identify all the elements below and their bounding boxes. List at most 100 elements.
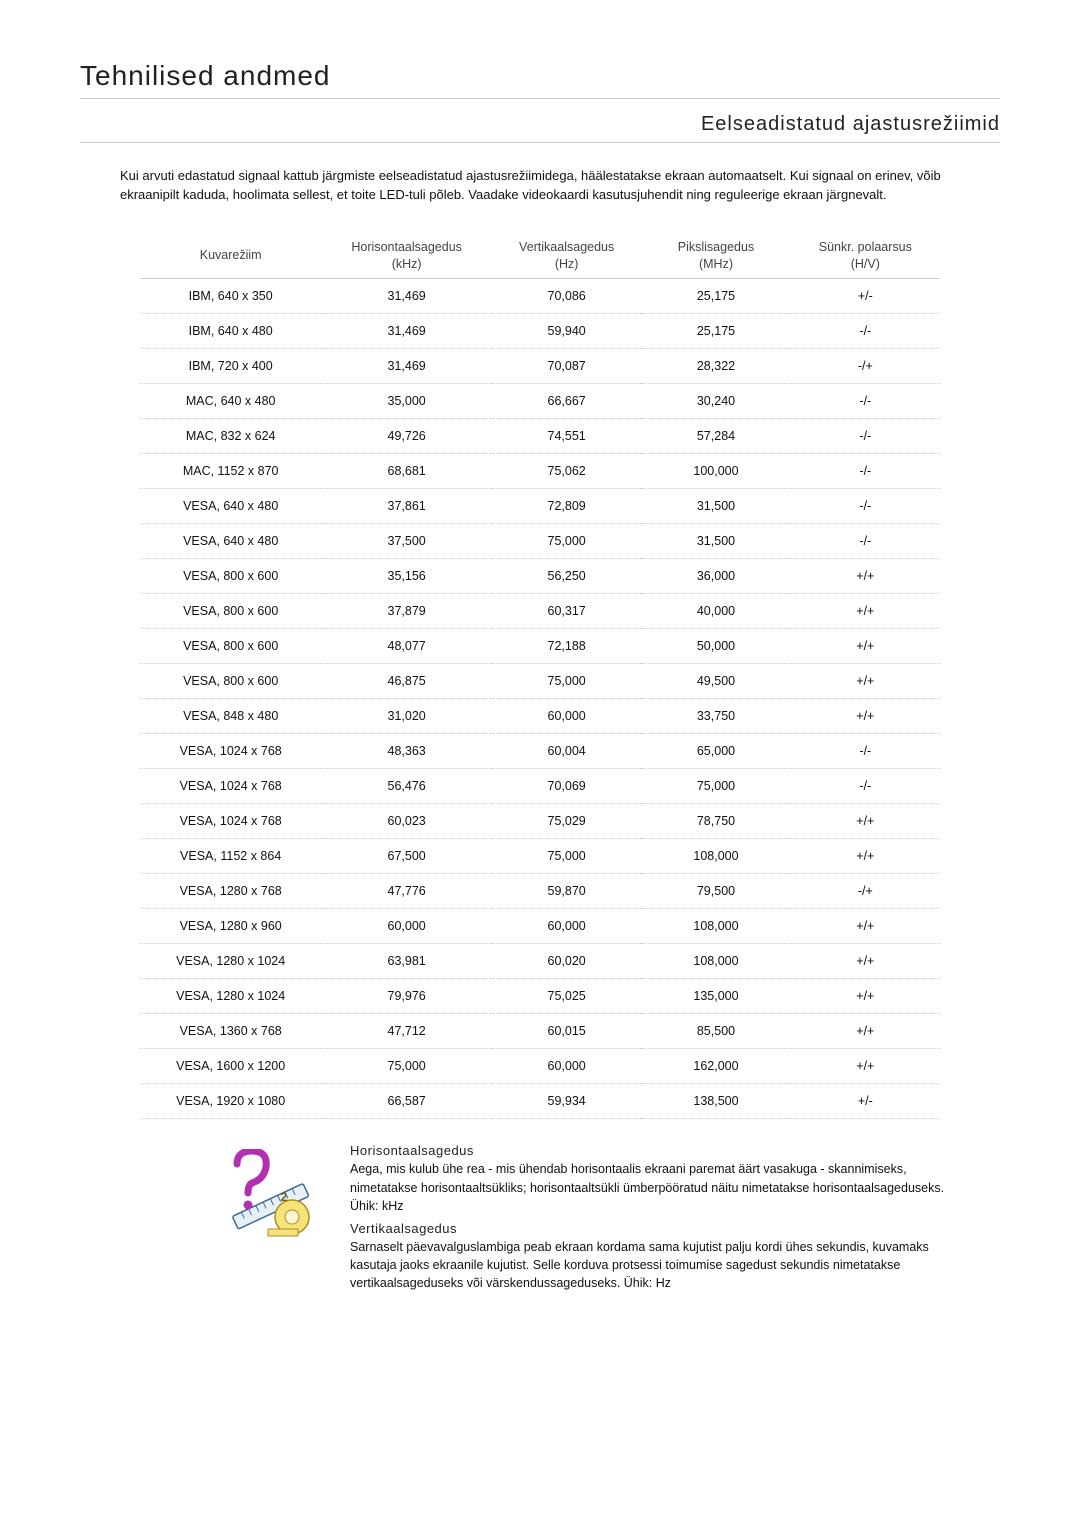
table-cell: +/+	[791, 664, 940, 699]
table-cell: VESA, 800 x 600	[140, 629, 321, 664]
table-cell: 49,500	[641, 664, 790, 699]
table-cell: -/-	[791, 769, 940, 804]
table-cell: 60,020	[492, 944, 641, 979]
table-cell: 37,879	[321, 594, 492, 629]
vertical-freq-body: Sarnaselt päevavalguslambiga peab ekraan…	[350, 1238, 960, 1292]
table-cell: -/-	[791, 524, 940, 559]
table-cell: 65,000	[641, 734, 790, 769]
table-cell: 78,750	[641, 804, 790, 839]
table-cell: VESA, 1280 x 1024	[140, 979, 321, 1014]
col-header-line2: (MHz)	[699, 257, 733, 271]
table-row: VESA, 1024 x 76856,47670,06975,000-/-	[140, 769, 940, 804]
table-cell: VESA, 800 x 600	[140, 559, 321, 594]
table-cell: 37,500	[321, 524, 492, 559]
table-cell: 74,551	[492, 419, 641, 454]
col-header-line1: Kuvarežiim	[200, 248, 262, 262]
table-cell: 35,156	[321, 559, 492, 594]
table-cell: 36,000	[641, 559, 790, 594]
table-cell: 108,000	[641, 839, 790, 874]
intro-paragraph: Kui arvuti edastatud signaal kattub järg…	[120, 167, 960, 205]
table-cell: +/+	[791, 699, 940, 734]
table-cell: MAC, 1152 x 870	[140, 454, 321, 489]
col-header-hfreq: Horisontaalsagedus (kHz)	[321, 233, 492, 279]
table-cell: 66,667	[492, 384, 641, 419]
page-title: Tehnilised andmed	[80, 60, 1000, 99]
table-cell: 63,981	[321, 944, 492, 979]
table-cell: IBM, 720 x 400	[140, 349, 321, 384]
col-header-line2: (kHz)	[392, 257, 422, 271]
table-cell: 75,000	[641, 769, 790, 804]
table-cell: 79,976	[321, 979, 492, 1014]
table-row: IBM, 640 x 35031,46970,08625,175+/-	[140, 279, 940, 314]
table-cell: 162,000	[641, 1049, 790, 1084]
table-cell: 68,681	[321, 454, 492, 489]
horizontal-freq-body: Aega, mis kulub ühe rea - mis ühendab ho…	[350, 1160, 960, 1214]
table-cell: 60,004	[492, 734, 641, 769]
table-row: VESA, 1152 x 86467,50075,000108,000+/+	[140, 839, 940, 874]
table-cell: 60,000	[492, 699, 641, 734]
table-row: MAC, 640 x 48035,00066,66730,240-/-	[140, 384, 940, 419]
table-cell: 75,000	[492, 839, 641, 874]
table-cell: +/+	[791, 909, 940, 944]
table-cell: 108,000	[641, 944, 790, 979]
svg-text:2: 2	[281, 1190, 288, 1204]
table-row: VESA, 1280 x 96060,00060,000108,000+/+	[140, 909, 940, 944]
table-cell: 135,000	[641, 979, 790, 1014]
table-row: VESA, 1280 x 102479,97675,025135,000+/+	[140, 979, 940, 1014]
table-cell: VESA, 1024 x 768	[140, 804, 321, 839]
table-row: VESA, 1024 x 76848,36360,00465,000-/-	[140, 734, 940, 769]
table-cell: -/-	[791, 314, 940, 349]
table-cell: +/+	[791, 1049, 940, 1084]
table-cell: 85,500	[641, 1014, 790, 1049]
table-cell: +/+	[791, 594, 940, 629]
table-cell: VESA, 800 x 600	[140, 594, 321, 629]
table-cell: 31,469	[321, 314, 492, 349]
table-header-row: Kuvarežiim Horisontaalsagedus (kHz) Vert…	[140, 233, 940, 279]
table-row: VESA, 1920 x 108066,58759,934138,500+/-	[140, 1084, 940, 1119]
table-cell: 79,500	[641, 874, 790, 909]
table-cell: 60,023	[321, 804, 492, 839]
table-cell: VESA, 1600 x 1200	[140, 1049, 321, 1084]
table-cell: +/-	[791, 279, 940, 314]
table-row: VESA, 800 x 60035,15656,25036,000+/+	[140, 559, 940, 594]
table-cell: -/-	[791, 384, 940, 419]
table-cell: 49,726	[321, 419, 492, 454]
table-cell: 48,077	[321, 629, 492, 664]
table-cell: 100,000	[641, 454, 790, 489]
table-cell: VESA, 640 x 480	[140, 524, 321, 559]
table-cell: 60,000	[321, 909, 492, 944]
table-cell: VESA, 640 x 480	[140, 489, 321, 524]
table-cell: 47,776	[321, 874, 492, 909]
table-cell: +/-	[791, 1084, 940, 1119]
table-cell: 60,317	[492, 594, 641, 629]
col-header-pixelclock: Pikslisagedus (MHz)	[641, 233, 790, 279]
table-cell: VESA, 1024 x 768	[140, 769, 321, 804]
table-cell: -/-	[791, 419, 940, 454]
table-cell: 47,712	[321, 1014, 492, 1049]
table-cell: MAC, 640 x 480	[140, 384, 321, 419]
table-cell: -/-	[791, 454, 940, 489]
table-cell: IBM, 640 x 480	[140, 314, 321, 349]
table-cell: +/+	[791, 979, 940, 1014]
table-cell: 59,870	[492, 874, 641, 909]
table-cell: 31,500	[641, 524, 790, 559]
table-cell: -/+	[791, 874, 940, 909]
table-row: VESA, 1280 x 76847,77659,87079,500-/+	[140, 874, 940, 909]
table-row: VESA, 1280 x 102463,98160,020108,000+/+	[140, 944, 940, 979]
table-cell: 60,000	[492, 909, 641, 944]
section-title: Eelseadistatud ajastusrežiimid	[80, 113, 1000, 143]
table-cell: +/+	[791, 1014, 940, 1049]
col-header-mode: Kuvarežiim	[140, 233, 321, 279]
table-cell: 108,000	[641, 909, 790, 944]
table-cell: 40,000	[641, 594, 790, 629]
table-cell: +/+	[791, 559, 940, 594]
table-row: MAC, 1152 x 87068,68175,062100,000-/-	[140, 454, 940, 489]
table-cell: 56,250	[492, 559, 641, 594]
table-cell: -/-	[791, 489, 940, 524]
table-cell: VESA, 800 x 600	[140, 664, 321, 699]
col-header-vfreq: Vertikaalsagedus (Hz)	[492, 233, 641, 279]
table-row: VESA, 1024 x 76860,02375,02978,750+/+	[140, 804, 940, 839]
table-cell: 31,500	[641, 489, 790, 524]
table-cell: 31,469	[321, 279, 492, 314]
table-cell: +/+	[791, 944, 940, 979]
